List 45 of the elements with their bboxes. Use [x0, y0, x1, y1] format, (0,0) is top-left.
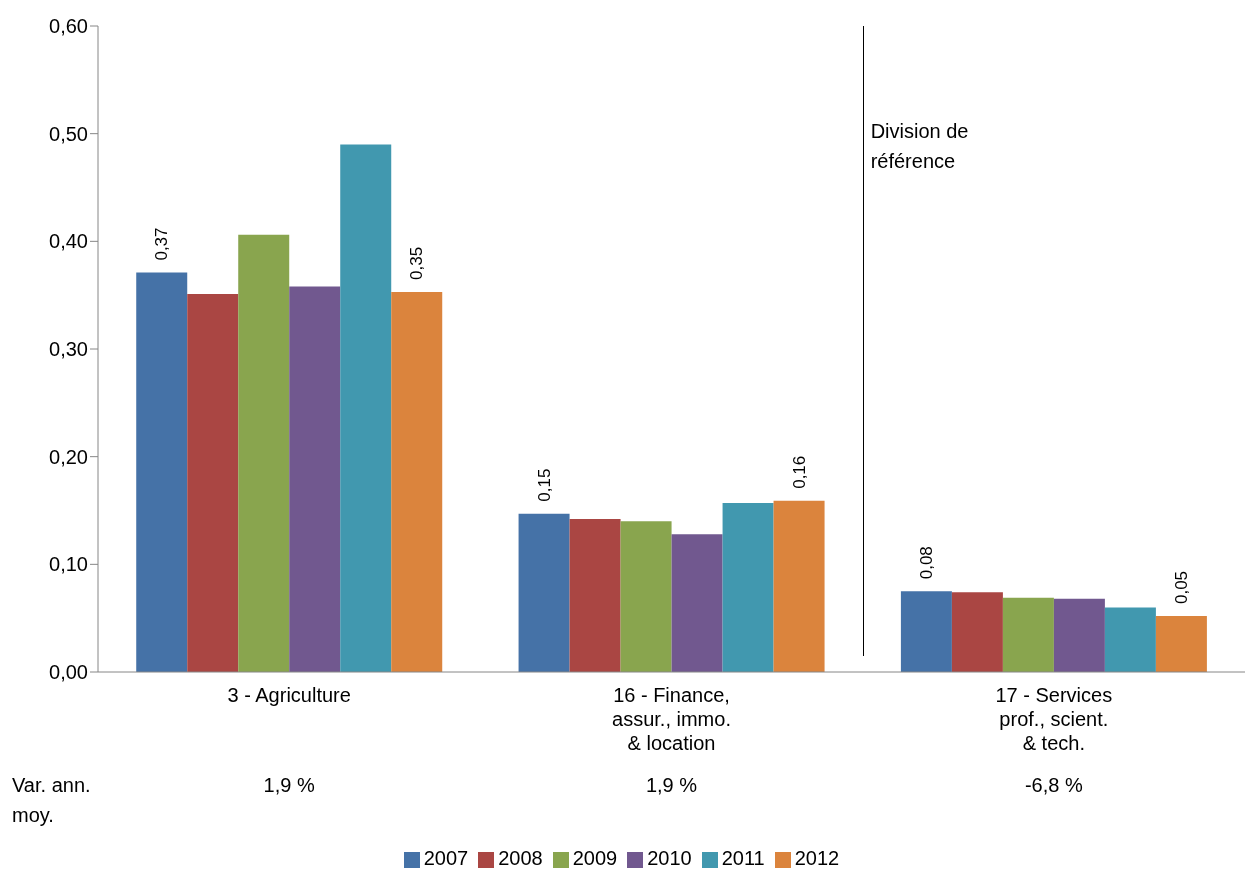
legend-label: 2011 — [721, 847, 765, 869]
bar — [951, 592, 1003, 672]
data-label: 0,35 — [407, 246, 427, 280]
text: Var. ann. moy. — [12, 773, 92, 828]
x-tick-label: 16 - Finance, assur., immo. & location — [612, 684, 731, 754]
text: 1,9 % — [262, 773, 316, 798]
y-tick-label: 0,40 — [49, 230, 88, 253]
y-tick-label: 0,30 — [49, 338, 88, 361]
bar — [136, 272, 188, 672]
bar — [1155, 616, 1207, 672]
bar — [900, 591, 952, 672]
y-tick-label: 0,00 — [49, 661, 88, 684]
text: 1,9 % — [644, 773, 699, 798]
bar — [1053, 598, 1105, 672]
ref-line-label: Division de référence — [870, 119, 970, 174]
y-tick-label: 0,10 — [49, 553, 88, 576]
bar — [671, 534, 723, 672]
data-label: 0,08 — [916, 546, 936, 580]
bar — [1002, 597, 1054, 672]
bar — [289, 286, 341, 672]
x-tick-label: 17 - Services prof., scient. & tech. — [995, 684, 1113, 754]
bar — [518, 513, 570, 672]
bar — [569, 519, 621, 672]
data-label: 0,37 — [152, 227, 172, 261]
legend-label: 2009 — [572, 847, 618, 869]
legend-label: 2010 — [647, 847, 692, 869]
x-tick-label: 3 - Agriculture — [227, 684, 351, 706]
y-tick-label: 0,20 — [49, 445, 88, 468]
data-label: 0,16 — [789, 455, 809, 489]
bar — [773, 500, 825, 672]
bar — [1104, 607, 1156, 672]
y-tick-label: 0,60 — [49, 15, 88, 38]
bar — [187, 294, 239, 672]
legend-label: 2012 — [794, 847, 840, 869]
text: -6,8 % — [1023, 773, 1084, 798]
bar — [340, 144, 392, 672]
bar — [722, 502, 774, 672]
y-tick-label: 0,50 — [49, 122, 88, 145]
legend-label: 2008 — [498, 847, 543, 869]
data-label: 0,15 — [534, 468, 554, 502]
data-label: 0,05 — [1171, 570, 1191, 605]
bar — [620, 521, 672, 672]
bar — [238, 234, 290, 672]
bar — [391, 291, 443, 672]
legend-label: 2007 — [423, 847, 469, 869]
